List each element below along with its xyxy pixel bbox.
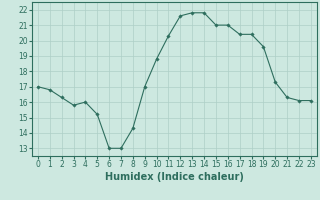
X-axis label: Humidex (Indice chaleur): Humidex (Indice chaleur) xyxy=(105,172,244,182)
